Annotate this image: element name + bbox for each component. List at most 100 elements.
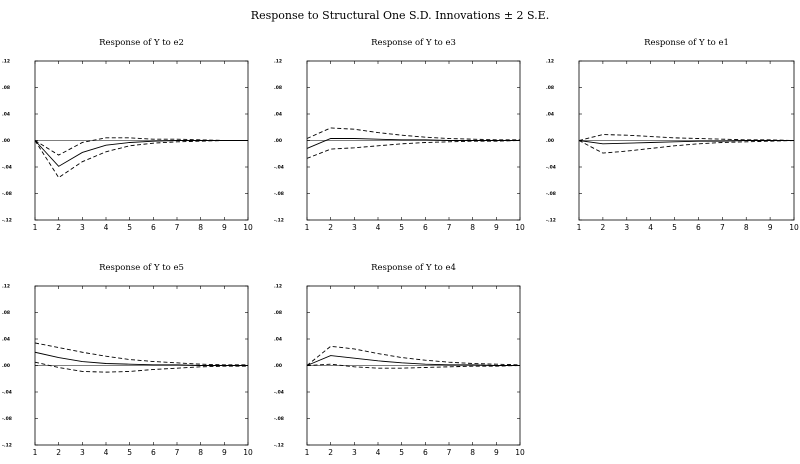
x-tick-label: 5: [127, 448, 132, 457]
confidence-band-line: [306, 345, 521, 366]
y-tick-label: .00: [2, 138, 10, 144]
x-tick-label: 8: [198, 223, 203, 232]
confidence-band-line: [306, 363, 521, 369]
response-line: [578, 140, 794, 145]
x-tick-label: 4: [104, 448, 109, 457]
x-tick-label: 5: [399, 448, 404, 457]
confidence-band-line: [306, 127, 520, 141]
y-tick-label: .08: [274, 310, 282, 316]
y-tick-label: -.08: [546, 191, 556, 197]
y-tick-label: .00: [274, 138, 282, 144]
y-tick-label: -.12: [2, 443, 12, 449]
x-tick-label: 8: [470, 223, 475, 232]
confidence-band-line: [578, 140, 795, 154]
y-tick-label: -.12: [546, 218, 556, 224]
confidence-band-line: [34, 137, 248, 156]
x-tick-label: 8: [744, 223, 749, 232]
x-tick-label: 1: [33, 223, 38, 232]
response-line: [34, 140, 248, 167]
x-tick-label: 1: [577, 223, 582, 232]
x-tick-label: 4: [376, 448, 381, 457]
y-tick-label: .04: [2, 337, 10, 343]
panel-title: Response of Y to e3: [371, 38, 456, 48]
y-tick-label: .04: [274, 337, 282, 343]
chart-panel-5: Response of Y to e4 .12 .08 .04 .00 -.04 -.08 -…: [274, 263, 525, 457]
x-tick-label: 5: [399, 223, 404, 232]
y-tick-label: .08: [274, 85, 282, 91]
x-tick-label: 4: [648, 223, 653, 232]
x-tick-label: 5: [127, 223, 132, 232]
y-tick-label: .12: [274, 59, 282, 65]
y-tick-label: -.12: [2, 218, 12, 224]
response-line: [306, 355, 520, 366]
response-line: [306, 138, 520, 149]
x-tick-label: 2: [328, 223, 333, 232]
panel-title: Response of Y to e2: [99, 38, 184, 48]
x-tick-label: 1: [305, 448, 310, 457]
confidence-band-line: [34, 342, 248, 366]
confidence-band-line: [34, 361, 248, 373]
x-tick-label: 9: [222, 448, 227, 457]
y-tick-label: .12: [274, 284, 282, 290]
x-tick-label: 4: [376, 223, 381, 232]
x-tick-label: 2: [56, 223, 61, 232]
confidence-band-line: [306, 140, 521, 159]
x-tick-label: 3: [80, 448, 85, 457]
y-tick-label: -.04: [2, 390, 12, 396]
x-tick-label: 10: [515, 448, 525, 457]
y-tick-label: .08: [546, 85, 554, 91]
panel-title: Response of Y to e5: [99, 263, 184, 273]
y-tick-label: .08: [2, 310, 10, 316]
y-tick-label: .08: [2, 85, 10, 91]
x-tick-label: 7: [175, 448, 180, 457]
y-tick-label: .12: [2, 284, 10, 290]
x-tick-label: 10: [243, 223, 253, 232]
x-tick-label: 10: [243, 448, 253, 457]
x-tick-label: 5: [672, 223, 677, 232]
x-tick-label: 7: [720, 223, 725, 232]
y-tick-label: .12: [2, 59, 10, 65]
x-tick-label: 6: [151, 448, 156, 457]
x-tick-label: 1: [33, 448, 38, 457]
chart-panel-1: Response of Y to e2 .12 .08 .04 .00 -.04 -.08 -…: [2, 38, 253, 232]
x-tick-label: 7: [447, 223, 452, 232]
y-tick-label: -.08: [2, 416, 12, 422]
x-tick-label: 2: [328, 448, 333, 457]
y-tick-label: .04: [2, 112, 10, 118]
y-tick-label: -.12: [274, 218, 284, 224]
x-tick-label: 2: [56, 448, 61, 457]
confidence-band-line: [578, 134, 795, 141]
x-tick-label: 9: [494, 448, 499, 457]
x-tick-label: 3: [80, 223, 85, 232]
x-tick-label: 1: [305, 223, 310, 232]
y-tick-label: .04: [274, 112, 282, 118]
x-tick-label: 9: [494, 223, 499, 232]
chart-panel-4: Response of Y to e5 .12 .08 .04 .00 -.04 -.08 -…: [2, 263, 253, 457]
x-tick-label: 6: [423, 448, 428, 457]
x-tick-label: 4: [104, 223, 109, 232]
chart-panel-2: Response of Y to e3 .12 .08 .04 .00 -.04 -.08 -…: [274, 38, 525, 232]
x-tick-label: 2: [600, 223, 605, 232]
y-tick-label: -.12: [274, 443, 284, 449]
y-tick-label: -.04: [546, 165, 556, 171]
x-tick-label: 6: [696, 223, 701, 232]
x-tick-label: 10: [515, 223, 525, 232]
x-tick-label: 7: [175, 223, 180, 232]
x-tick-label: 3: [624, 223, 629, 232]
x-tick-label: 3: [352, 448, 357, 457]
y-tick-label: .00: [546, 138, 554, 144]
response-line: [34, 351, 248, 366]
x-tick-label: 7: [447, 448, 452, 457]
y-tick-label: -.08: [274, 416, 284, 422]
y-tick-label: -.04: [2, 165, 12, 171]
figure-title: Response to Structural One S.D. Innovati…: [250, 9, 550, 22]
y-tick-label: .04: [546, 112, 554, 118]
x-tick-label: 9: [768, 223, 773, 232]
x-tick-label: 10: [789, 223, 799, 232]
x-tick-label: 6: [151, 223, 156, 232]
y-tick-label: -.04: [274, 390, 284, 396]
y-tick-label: .12: [546, 59, 554, 65]
y-tick-label: .00: [2, 363, 10, 369]
chart-panel-3: Response of Y to e1 .12 .08 .04 .00 -.04 -.08 -…: [546, 38, 799, 232]
